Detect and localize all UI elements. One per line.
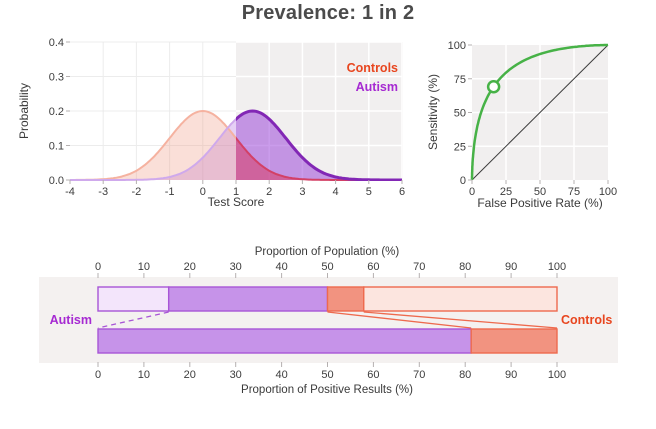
controls-area-negative [70,111,236,180]
x-tick-label: 25 [500,186,512,198]
x-tick-label: -1 [165,186,175,198]
x-tick-label: -4 [65,186,75,198]
top-axis-tick-label: 60 [367,261,379,273]
controls-curve [70,109,236,181]
autism-area-negative [70,119,236,180]
positive-results-bar-segment [470,328,558,354]
y-tick-label: 75 [454,74,466,86]
positive-results-bar-segment [97,328,472,354]
x-tick-label: 4 [333,186,339,198]
bottom-axis-tick-label: 40 [275,369,287,381]
bottom-axis-tick-label: 10 [138,369,150,381]
bottom-axis-tick-label: 50 [321,369,333,381]
dist-x-axis-title: Test Score [208,195,265,209]
population-bar-segment [97,286,170,312]
top-axis-tick-label: 100 [548,261,566,273]
x-tick-label: 5 [366,186,372,198]
bottom-axis-tick-label: 90 [505,369,517,381]
connector-line [97,311,169,329]
bottom-axis-tick-label: 30 [230,369,242,381]
bottom-axis-tick-label: 100 [548,369,566,381]
connector-line [327,311,472,329]
x-tick-label: 2 [266,186,272,198]
roc-curve-line [470,43,610,182]
dist-y-axis-title: Probability [17,83,31,139]
top-axis-tick-label: 70 [413,261,425,273]
bottom-axis-tick-label: 80 [459,369,471,381]
top-axis-tick-label: 50 [321,261,333,273]
y-tick-label: 0.4 [49,37,64,49]
distribution-chart: -4 -3 -2 -1 0 1 2 3 4 5 6 0.0 0.1 0.2 0.3 0.4 Test Scor… [17,37,405,209]
connector-line [363,311,558,329]
roc-y-axis-title: Sensitivity (%) [426,74,440,150]
top-axis-tick-label: 40 [275,261,287,273]
roc-chart: 0 25 50 75 100 0 25 50 75 100 False Positive Rate… [426,40,617,210]
x-tick-label: -3 [98,186,108,198]
chance-diagonal [471,44,609,181]
bottom-axis-tick-label: 70 [413,369,425,381]
population-bar-segment [326,286,365,312]
x-tick-label: 6 [399,186,405,198]
page-title: Prevalence: 1 in 2 [241,2,415,24]
y-tick-label: 0 [460,175,466,187]
top-axis-tick-label: 0 [95,261,101,273]
bottom-axis-tick-label: 60 [367,369,379,381]
bottom-axis-tick-label: 0 [95,369,101,381]
x-tick-label: 3 [299,186,305,198]
x-tick-label: 50 [534,186,546,198]
top-axis-tick-label: 90 [505,261,517,273]
proportion-bars-chart: 0 0 10 10 20 20 30 30 40 40 50 50 60 60 70 70 80 80 90 90 10… [39,246,618,396]
positive-results-axis-title: Proportion of Positive Results (%) [241,384,413,396]
population-bar-segment [167,286,329,312]
y-tick-label: 0.2 [49,106,64,118]
x-tick-label: 100 [599,186,617,198]
operating-point-marker [486,79,501,94]
bottom-axis-tick-label: 20 [184,369,196,381]
autism-bar-label: Autism [50,313,92,327]
autism-curve-positive [236,109,402,181]
y-tick-label: 0.3 [49,72,64,84]
x-tick-label: 75 [568,186,580,198]
x-tick-label: -2 [132,186,142,198]
y-tick-label: 0.1 [49,141,64,153]
y-tick-label: 25 [454,141,466,153]
x-tick-label: 0 [200,186,206,198]
top-axis-tick-label: 10 [138,261,150,273]
controls-bar-label: Controls [561,313,612,327]
autism-curve [70,117,236,181]
population-axis-title: Proportion of Population (%) [255,246,400,258]
roc-x-axis-title: False Positive Rate (%) [477,196,602,210]
x-tick-label: 1 [233,186,239,198]
top-axis-tick-label: 20 [184,261,196,273]
x-tick-label: 0 [469,186,475,198]
legend-autism-label: Autism [356,80,398,94]
y-tick-label: 100 [448,40,466,52]
y-tick-label: 0.0 [49,175,64,187]
controls-area-positive [236,138,402,180]
top-axis-tick-label: 80 [459,261,471,273]
legend-controls-label: Controls [347,61,398,75]
top-axis-tick-label: 30 [230,261,242,273]
population-bar-segment [363,286,558,312]
y-tick-label: 50 [454,108,466,120]
